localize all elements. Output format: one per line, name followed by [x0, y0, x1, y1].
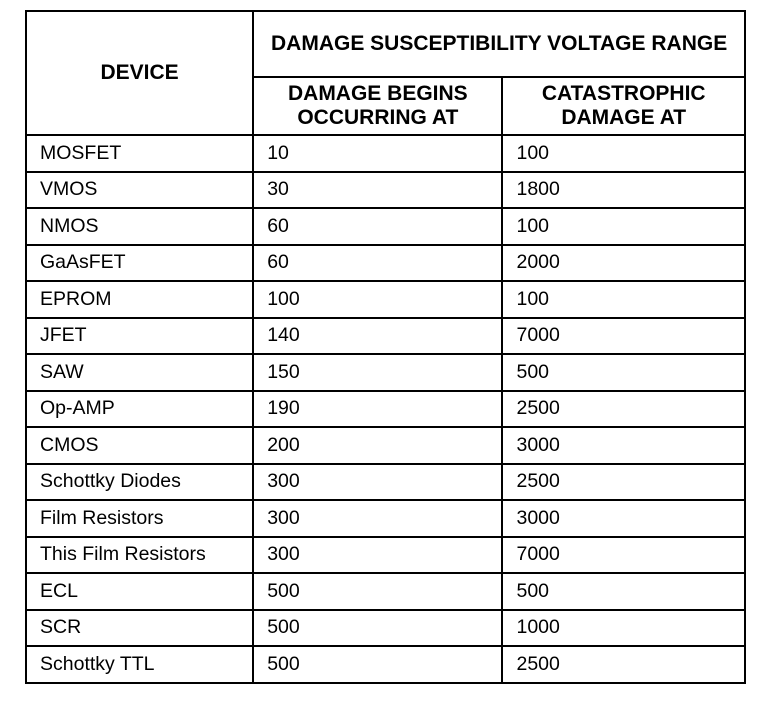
table-row: EPROM 100 100 [24, 280, 746, 319]
cell-device: CMOS [24, 426, 255, 465]
damage-susceptibility-table: DEVICE DAMAGE SUSCEPTIBILITY VOLTAGE RAN… [24, 10, 746, 684]
cell-device: SCR [24, 608, 255, 647]
cell-begins: 500 [252, 608, 504, 647]
cell-catastrophic: 2500 [501, 645, 746, 684]
cell-catastrophic: 7000 [501, 535, 746, 574]
cell-begins: 500 [252, 645, 504, 684]
header-catastrophic: CATASTROPHIC DAMAGE AT [501, 76, 746, 136]
cell-catastrophic: 100 [501, 134, 746, 173]
cell-begins: 30 [252, 170, 504, 209]
table-row: NMOS 60 100 [24, 207, 746, 246]
cell-device: NMOS [24, 207, 255, 246]
cell-device: JFET [24, 316, 255, 355]
cell-device: Schottky Diodes [24, 462, 255, 501]
cell-catastrophic: 2000 [501, 243, 746, 282]
table-row: VMOS 30 1800 [24, 170, 746, 209]
cell-device: EPROM [24, 280, 255, 319]
cell-catastrophic: 3000 [501, 499, 746, 538]
cell-catastrophic: 2500 [501, 389, 746, 428]
cell-catastrophic: 3000 [501, 426, 746, 465]
cell-begins: 300 [252, 535, 504, 574]
table-row: Schottky TTL 500 2500 [24, 645, 746, 684]
cell-catastrophic: 100 [501, 280, 746, 319]
cell-begins: 140 [252, 316, 504, 355]
cell-catastrophic: 1000 [501, 608, 746, 647]
cell-device: GaAsFET [24, 243, 255, 282]
table-row: CMOS 200 3000 [24, 426, 746, 465]
table-row: ECL 500 500 [24, 572, 746, 611]
table-row: GaAsFET 60 2000 [24, 243, 746, 282]
cell-device: ECL [24, 572, 255, 611]
cell-begins: 10 [252, 134, 504, 173]
table-row: SCR 500 1000 [24, 608, 746, 647]
cell-device: VMOS [24, 170, 255, 209]
cell-begins: 150 [252, 353, 504, 392]
cell-device: MOSFET [24, 134, 255, 173]
cell-catastrophic: 500 [501, 572, 746, 611]
cell-begins: 300 [252, 499, 504, 538]
cell-begins: 60 [252, 207, 504, 246]
header-device: DEVICE [24, 10, 255, 136]
cell-begins: 190 [252, 389, 504, 428]
header-damage-begins: DAMAGE BEGINS OCCURRING AT [252, 76, 504, 136]
table-row: JFET 140 7000 [24, 316, 746, 355]
cell-begins: 100 [252, 280, 504, 319]
table-row: Op-AMP 190 2500 [24, 389, 746, 428]
cell-catastrophic: 7000 [501, 316, 746, 355]
cell-begins: 60 [252, 243, 504, 282]
table-row: MOSFET 10 100 [24, 134, 746, 173]
cell-device: Op-AMP [24, 389, 255, 428]
cell-begins: 300 [252, 462, 504, 501]
cell-catastrophic: 100 [501, 207, 746, 246]
header-voltage-range: DAMAGE SUSCEPTIBILITY VOLTAGE RANGE [252, 10, 746, 78]
cell-device: Schottky TTL [24, 645, 255, 684]
table-row: This Film Resistors 300 7000 [24, 535, 746, 574]
cell-catastrophic: 2500 [501, 462, 746, 501]
table-row: Film Resistors 300 3000 [24, 499, 746, 538]
cell-begins: 500 [252, 572, 504, 611]
cell-catastrophic: 1800 [501, 170, 746, 209]
cell-catastrophic: 500 [501, 353, 746, 392]
cell-device: Film Resistors [24, 499, 255, 538]
cell-device: SAW [24, 353, 255, 392]
cell-device: This Film Resistors [24, 535, 255, 574]
table-row: SAW 150 500 [24, 353, 746, 392]
table-row: Schottky Diodes 300 2500 [24, 462, 746, 501]
cell-begins: 200 [252, 426, 504, 465]
